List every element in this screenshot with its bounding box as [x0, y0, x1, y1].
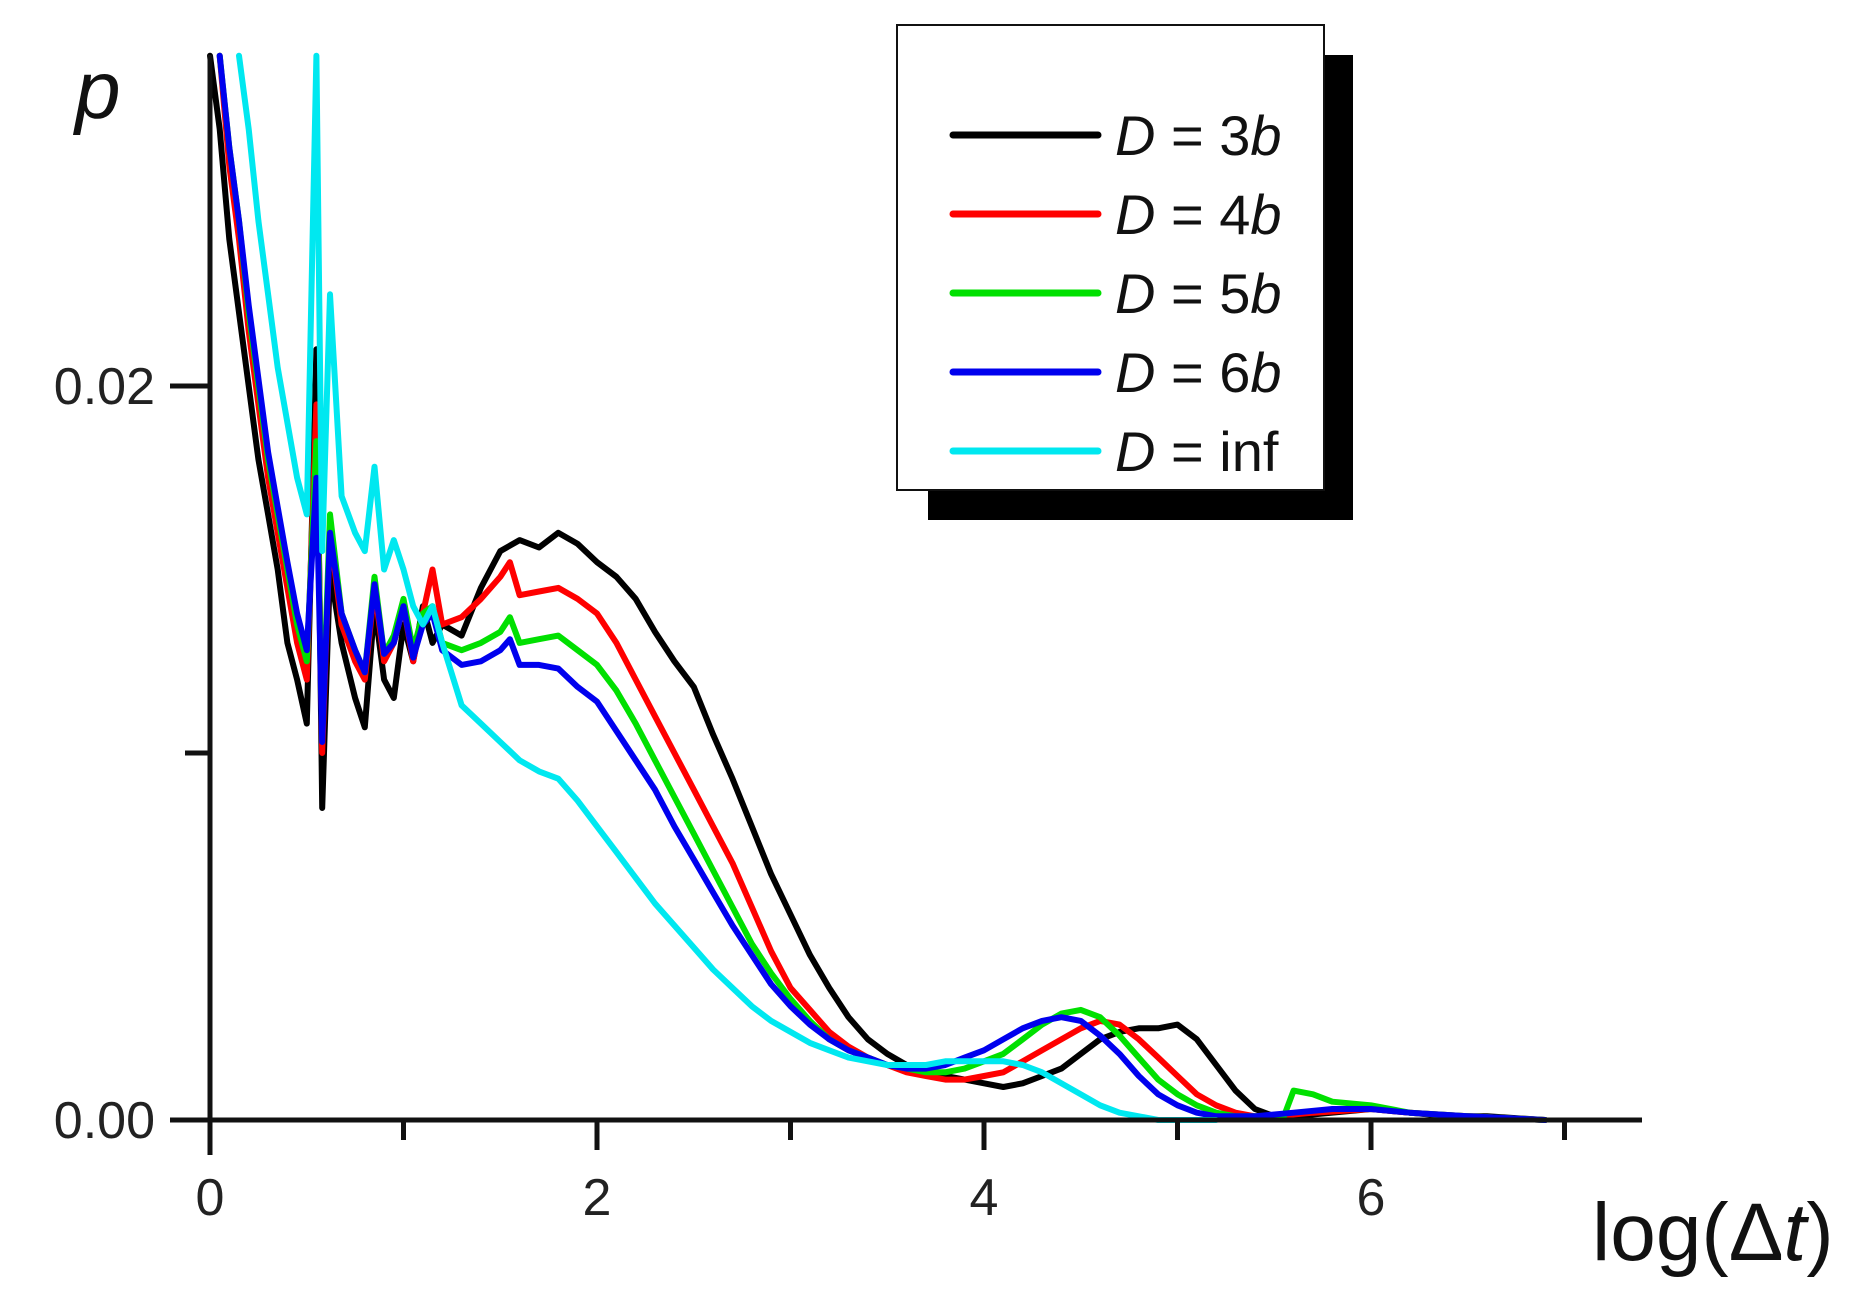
- x-tick-label: 6: [1357, 1169, 1386, 1227]
- axes: 0 2 4 6 0.00 0.02 p log(Δt): [54, 45, 1834, 1278]
- x-tick-label: 0: [196, 1169, 225, 1227]
- plot-lines: [207, 52, 1549, 1123]
- x-axis-title: log(Δt): [1592, 1187, 1834, 1278]
- y-tick-label: 0.02: [54, 358, 155, 416]
- y-tick-label: 0.00: [54, 1092, 155, 1150]
- legend-label-d-6b: D = 6b: [1115, 341, 1282, 404]
- x-tick-label: 2: [583, 1169, 612, 1227]
- legend-label-d-5b: D = 5b: [1115, 262, 1282, 325]
- y-axis-title: p: [72, 45, 121, 136]
- legend-label-d-3b: D = 3b: [1115, 104, 1282, 167]
- x-tick-label: 4: [970, 1169, 999, 1227]
- series-line-d-6b: [216, 52, 1549, 1123]
- series-line-d-inf: [236, 52, 1220, 1123]
- legend: D = 3b D = 4b D = 5b D = 6b D = inf: [896, 24, 1353, 520]
- legend-label-d-4b: D = 4b: [1115, 183, 1282, 246]
- legend-box: [896, 24, 1325, 491]
- legend-label-d-inf: D = inf: [1115, 420, 1279, 483]
